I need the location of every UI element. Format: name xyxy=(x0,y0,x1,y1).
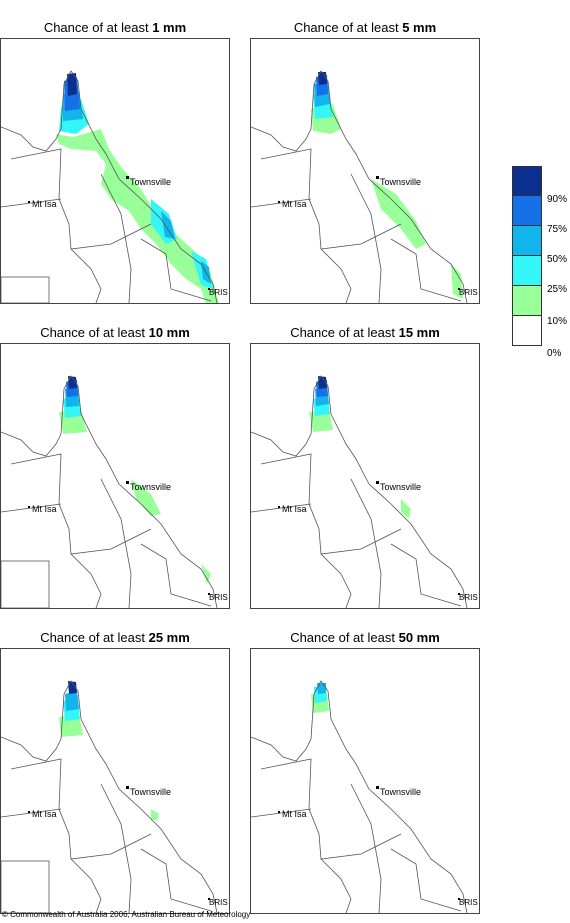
legend-label-25: 25% xyxy=(547,284,568,295)
legend-label-90: 90% xyxy=(547,194,568,205)
map-panel-5mm: Chance of at least 5 mm Townsville xyxy=(250,20,480,304)
rainfall-probability-shading xyxy=(59,681,159,821)
map-panel-50mm: Chance of at least 50 mm Townsville Mt I… xyxy=(250,630,480,914)
rainfall-probability-shading xyxy=(311,72,463,299)
queensland-map: Townsville Mt Isa BRIS xyxy=(0,343,230,609)
townsville-label: Townsville xyxy=(130,482,171,492)
legend-label-10: 10% xyxy=(547,316,568,327)
bris-label: BRIS xyxy=(459,593,478,602)
probability-legend: 90% 75% 50% 25% 10% 0% xyxy=(512,166,567,359)
state-and-district-boundaries xyxy=(1,70,218,303)
townsville-label: Townsville xyxy=(130,177,171,187)
legend-label-50: 50% xyxy=(547,254,568,265)
rainfall-probability-shading xyxy=(309,376,411,519)
bris-label: BRIS xyxy=(209,288,228,297)
panel-title: Chance of at least 10 mm xyxy=(40,325,190,340)
mt-isa-label: Mt Isa xyxy=(32,809,57,819)
panel-title: Chance of at least 5 mm xyxy=(293,20,437,35)
mt-isa-label: Mt Isa xyxy=(282,809,307,819)
mt-isa-label: Mt Isa xyxy=(32,199,57,209)
bris-label: BRIS xyxy=(209,593,228,602)
legend-swatch-10 xyxy=(512,286,542,316)
mt-isa-label: Mt Isa xyxy=(32,504,57,514)
map-panel-15mm: Chance of at least 15 mm Townsville xyxy=(250,325,480,609)
rainfall-probability-shading xyxy=(56,73,219,303)
legend-swatch-25 xyxy=(512,256,542,286)
townsville-label: Townsville xyxy=(380,177,421,187)
panel-title: Chance of at least 25 mm xyxy=(40,630,190,645)
map-panel-25mm: Chance of at least 25 mm Townsville xyxy=(0,630,230,914)
panel-title: Chance of at least 50 mm xyxy=(290,630,440,645)
legend-swatch-0 xyxy=(512,316,542,346)
rainfall-probability-shading xyxy=(59,376,211,584)
legend-swatch-90 xyxy=(512,166,542,196)
queensland-map: Townsville Mt Isa BRIS xyxy=(250,38,480,304)
queensland-map: Townsville Mt Isa BRIS xyxy=(250,343,480,609)
mt-isa-label: Mt Isa xyxy=(282,504,307,514)
panel-title: Chance of at least 15 mm xyxy=(290,325,440,340)
copyright-credit: © Commonwealth of Australia 2006, Austra… xyxy=(2,910,251,919)
bris-label: BRIS xyxy=(459,288,478,297)
townsville-label: Townsville xyxy=(130,787,171,797)
map-panel-10mm: Chance of at least 10 mm To xyxy=(0,325,230,609)
queensland-map: Townsville Mt Isa BRIS xyxy=(0,648,230,914)
bris-label: BRIS xyxy=(459,898,478,907)
legend-swatch-75 xyxy=(512,196,542,226)
panel-title: Chance of at least 1 mm xyxy=(43,20,187,35)
queensland-map: Townsville Mt Isa BRIS xyxy=(250,648,480,914)
rainfall-probability-shading xyxy=(311,683,329,713)
townsville-label: Townsville xyxy=(380,787,421,797)
queensland-map: Townsville Mt Isa BRIS xyxy=(0,38,230,304)
bris-label: BRIS xyxy=(209,898,228,907)
townsville-label: Townsville xyxy=(380,482,421,492)
map-panel-1mm: Chance of at least 1 mm xyxy=(0,20,230,304)
legend-swatch-50 xyxy=(512,226,542,256)
mt-isa-label: Mt Isa xyxy=(282,199,307,209)
legend-label-75: 75% xyxy=(547,224,568,235)
legend-label-0: 0% xyxy=(547,348,562,359)
